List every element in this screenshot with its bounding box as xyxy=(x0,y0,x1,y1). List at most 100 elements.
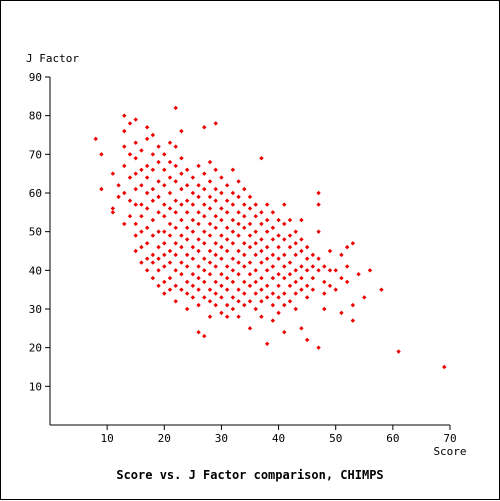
data-point xyxy=(179,260,183,264)
axes xyxy=(50,77,450,425)
x-tick-label: 50 xyxy=(329,432,342,445)
data-point xyxy=(254,268,258,272)
data-point xyxy=(128,214,132,218)
data-point xyxy=(282,276,286,280)
data-point xyxy=(196,237,200,241)
data-point xyxy=(288,272,292,276)
data-point xyxy=(151,168,155,172)
data-point xyxy=(322,264,326,268)
data-point xyxy=(225,199,229,203)
data-point xyxy=(299,326,303,330)
data-point xyxy=(339,253,343,257)
data-point xyxy=(145,206,149,210)
data-point xyxy=(134,222,138,226)
data-point xyxy=(328,268,332,272)
data-point xyxy=(225,226,229,230)
data-point xyxy=(259,210,263,214)
data-point xyxy=(294,253,298,257)
data-point xyxy=(122,113,126,117)
data-point xyxy=(196,303,200,307)
data-point xyxy=(259,156,263,160)
data-point xyxy=(162,168,166,172)
data-point xyxy=(288,233,292,237)
data-point xyxy=(94,137,98,141)
data-point xyxy=(259,249,263,253)
data-point xyxy=(271,264,275,268)
data-point xyxy=(328,249,332,253)
data-point xyxy=(174,253,178,257)
data-point xyxy=(259,315,263,319)
data-point xyxy=(231,268,235,272)
data-point xyxy=(271,318,275,322)
data-point xyxy=(351,318,355,322)
data-point xyxy=(151,233,155,237)
x-axis-label: Score xyxy=(433,445,466,458)
data-point xyxy=(202,187,206,191)
data-point xyxy=(168,141,172,145)
data-point xyxy=(259,299,263,303)
data-point xyxy=(191,218,195,222)
y-tick-label: 50 xyxy=(29,226,42,239)
data-point xyxy=(196,210,200,214)
data-point xyxy=(134,117,138,121)
data-point xyxy=(219,233,223,237)
data-point xyxy=(368,268,372,272)
data-point xyxy=(271,303,275,307)
data-point xyxy=(174,199,178,203)
data-point xyxy=(179,218,183,222)
data-point xyxy=(174,284,178,288)
data-point xyxy=(185,291,189,295)
data-point xyxy=(162,264,166,268)
data-point xyxy=(288,284,292,288)
y-tick-label: 30 xyxy=(29,303,42,316)
data-point xyxy=(162,229,166,233)
data-point xyxy=(139,183,143,187)
data-point xyxy=(145,257,149,261)
chart-title: Score vs. J Factor comparison, CHIMPS xyxy=(116,468,383,482)
data-point xyxy=(162,241,166,245)
data-point xyxy=(168,276,172,280)
data-point xyxy=(208,233,212,237)
data-point xyxy=(162,291,166,295)
data-point xyxy=(214,303,218,307)
data-point xyxy=(316,345,320,349)
data-point xyxy=(202,257,206,261)
data-point xyxy=(362,295,366,299)
data-point xyxy=(242,264,246,268)
data-point xyxy=(219,191,223,195)
data-point xyxy=(174,210,178,214)
y-tick-label: 20 xyxy=(29,342,42,355)
data-point xyxy=(242,303,246,307)
data-point xyxy=(248,284,252,288)
x-tick-label: 10 xyxy=(101,432,114,445)
data-point xyxy=(254,253,258,257)
data-point xyxy=(305,284,309,288)
data-point xyxy=(168,206,172,210)
data-point xyxy=(122,129,126,133)
data-point xyxy=(214,226,218,230)
data-point xyxy=(179,171,183,175)
data-point xyxy=(196,264,200,268)
data-point xyxy=(174,164,178,168)
data-point xyxy=(276,233,280,237)
data-point xyxy=(231,191,235,195)
data-point xyxy=(151,276,155,280)
data-point xyxy=(282,330,286,334)
data-point xyxy=(248,260,252,264)
data-point xyxy=(151,218,155,222)
data-point xyxy=(236,272,240,276)
data-point xyxy=(282,264,286,268)
data-point xyxy=(322,280,326,284)
data-point xyxy=(202,268,206,272)
data-point xyxy=(225,303,229,307)
data-point xyxy=(162,253,166,257)
data-point xyxy=(156,179,160,183)
data-point xyxy=(202,280,206,284)
data-point xyxy=(288,218,292,222)
data-point xyxy=(214,241,218,245)
data-point xyxy=(185,264,189,268)
data-point xyxy=(168,260,172,264)
data-point xyxy=(236,249,240,253)
data-point xyxy=(191,257,195,261)
data-point xyxy=(174,144,178,148)
